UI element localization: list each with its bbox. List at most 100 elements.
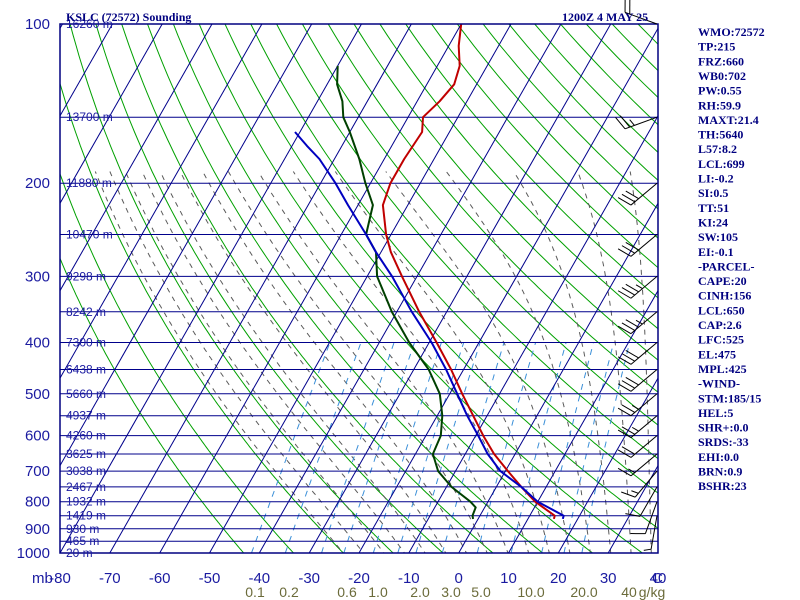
mixing-ratio-label: 10.0	[517, 584, 544, 600]
sounding-index-item: TP:215	[698, 40, 735, 54]
wind-barb	[630, 501, 658, 535]
pressure-unit-label: mb	[32, 570, 53, 587]
pressure-tick-label: 100	[25, 16, 50, 33]
plot-frame	[59, 23, 659, 554]
wind-barb	[615, 115, 658, 130]
wind-barb	[617, 453, 658, 477]
sounding-index-item: LFC:525	[698, 333, 744, 347]
isotherm-line	[60, 24, 113, 117]
sounding-index-item: LCL:650	[698, 303, 745, 317]
height-label: 1419 m	[66, 509, 106, 523]
mixing-ratio-labels: 0.1 0.2 0.6 1.0 2.0 3.0 5.0 10.0 20.0 40 g/kg	[245, 584, 665, 600]
sounding-index-item: PW:0.55	[698, 84, 742, 98]
height-label: 4937 m	[66, 409, 106, 423]
height-label: 6438 m	[66, 363, 106, 377]
moist-adiabat-line	[202, 171, 468, 553]
sounding-index-item: CAPE:20	[698, 274, 747, 288]
isotherm-line	[60, 24, 362, 553]
dewpoint-trace	[336, 65, 477, 520]
temperature-unit-label: C	[652, 570, 663, 587]
height-label: 2467 m	[66, 480, 106, 494]
pressure-tick-label: 500	[25, 386, 50, 403]
mixing-ratio-label: 2.0	[410, 584, 430, 600]
moist-adiabat-line	[513, 171, 612, 553]
temperature-tick-label: 40	[650, 570, 667, 587]
sounding-index-item: L57:8.2	[698, 142, 737, 156]
height-label: 9298 m	[66, 269, 106, 283]
isotherm-line	[209, 24, 512, 553]
sounding-index-item: FRZ:660	[698, 54, 744, 68]
sounding-indices-list: WMO:72572TP:215FRZ:660WB0:702PW:0.55RH:5…	[698, 25, 765, 493]
sounding-index-item: LI:-0.2	[698, 172, 734, 186]
sounding-index-item: STM:185/15	[698, 391, 761, 405]
pressure-tick-label: 800	[25, 494, 50, 511]
moist-adiabats	[94, 171, 652, 553]
mixing-ratio-label: 5.0	[471, 584, 491, 600]
moist-adiabat-line	[577, 171, 632, 553]
temperature-tick-label: -50	[199, 570, 221, 587]
wind-barbs	[615, 0, 658, 551]
mixing-ratio-label: 20.0	[570, 584, 597, 600]
isotherm-line	[258, 24, 562, 553]
sounding-index-item: WB0:702	[698, 69, 746, 83]
isotherm-line	[508, 289, 658, 553]
moist-adiabat-line	[227, 171, 488, 553]
temperature-tick-label: -30	[298, 570, 320, 587]
mixing-ratio-label: 1.0	[368, 584, 388, 600]
height-label: 465 m	[66, 534, 99, 548]
height-label: 10470 m	[66, 228, 113, 242]
pressure-tick-label: 200	[25, 175, 50, 192]
isotherm-line	[308, 24, 612, 553]
height-labels: 16260 m 13700 m 11880 m 10470 m 9298 m 8242 m…	[66, 17, 113, 560]
temperature-tick-label: 10	[500, 570, 517, 587]
sounding-index-item: TT:51	[698, 201, 729, 215]
pressure-tick-label: 600	[25, 428, 50, 445]
sounding-index-item: SI:0.5	[698, 186, 728, 200]
height-label: 3625 m	[66, 447, 106, 461]
pressure-tick-label: 400	[25, 335, 50, 352]
sounding-index-item: TH:5640	[698, 128, 743, 142]
wind-barb	[617, 435, 658, 458]
moist-adiabat-line	[159, 171, 426, 553]
moist-adiabat-line	[257, 171, 509, 553]
pressure-tick-labels: 100 200 300 400 500 600 700 800 900 1000	[17, 16, 50, 562]
moist-adiabat-line	[124, 171, 385, 553]
temperature-tick-label: -80	[49, 570, 71, 587]
moist-adiabat-line	[141, 171, 406, 553]
height-label: 7300 m	[66, 336, 106, 350]
moist-adiabat-line	[445, 171, 591, 553]
isotherm-line	[458, 202, 658, 553]
sounding-index-item: EHI:0.0	[698, 450, 739, 464]
temperature-trace	[381, 24, 556, 520]
height-label: 8242 m	[66, 305, 106, 319]
sounding-index-item: LCL:699	[698, 157, 745, 171]
sounding-index-item: SHR+:0.0	[698, 421, 749, 435]
height-label: 20 m	[66, 546, 93, 560]
sounding-index-item: HEL:5	[698, 406, 733, 420]
height-label: 5660 m	[66, 387, 106, 401]
temperature-tick-labels: mb-80 -70 -60 -50 -40 -30 -20 -10 0 10 20 30 40C	[32, 570, 666, 587]
height-label: 16260 m	[66, 17, 113, 31]
isotherm-line	[109, 24, 412, 553]
height-label: 13700 m	[66, 110, 113, 124]
mixing-ratio-label: 0.6	[337, 584, 357, 600]
mixing-ratio-label: 0.2	[279, 584, 299, 600]
isobars	[60, 24, 658, 553]
sounding-index-item: BRN:0.9	[698, 465, 742, 479]
isotherms	[60, 24, 658, 553]
height-label: 1932 m	[66, 495, 106, 509]
sounding-index-item: CINH:156	[698, 289, 751, 303]
moist-adiabat-line	[385, 171, 571, 553]
isotherm-line	[358, 27, 658, 553]
isotherm-line	[60, 24, 163, 205]
height-label: 930 m	[66, 522, 99, 536]
isotherm-line	[60, 24, 263, 380]
station-title: KSLC (72572) Sounding	[66, 10, 191, 24]
temperature-tick-label: 20	[550, 570, 567, 587]
sounding-index-item: MAXT:21.4	[698, 113, 759, 127]
wind-barb	[621, 470, 658, 498]
moist-adiabat-line	[109, 171, 365, 553]
pressure-tick-label: 1000	[17, 545, 50, 562]
